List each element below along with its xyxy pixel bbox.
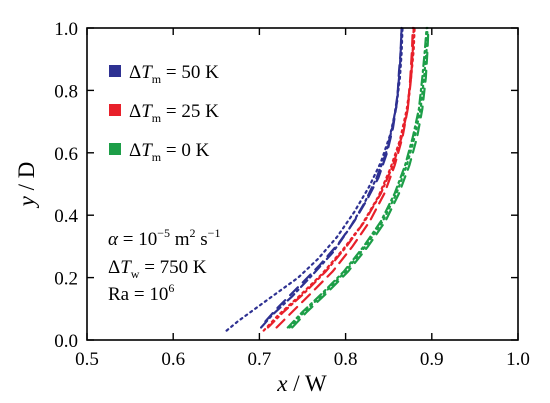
- legend-label-25k: ΔTm = 25 K: [129, 101, 219, 125]
- legend: ΔTm = 50 K ΔTm = 25 K ΔTm = 0 K: [109, 62, 219, 164]
- legend-swatch-25k: [109, 104, 121, 116]
- series-layer: [225, 26, 430, 332]
- y-tick-label: 1.0: [54, 19, 78, 40]
- x-tick-label: 0.6: [161, 349, 185, 370]
- parameter-annotations: α = 10−5 m2 s−1 ΔTw = 750 K Ra = 106: [108, 226, 220, 305]
- series-line-dtm-25k-dashdot: [266, 26, 415, 329]
- series-line-dtm-50k-dotted: [225, 26, 404, 332]
- x-tick-label: 0.8: [334, 349, 358, 370]
- y-axis-sep: /: [14, 178, 39, 196]
- annotation-alpha: α = 10−5 m2 s−1: [108, 226, 220, 250]
- y-tick-label: 0.6: [54, 144, 78, 165]
- y-tick-label: 0.4: [54, 206, 78, 227]
- series-line-dtm-0k-dotted: [288, 26, 429, 329]
- annotation-ra: Ra = 106: [108, 281, 174, 305]
- plot-frame: [86, 27, 519, 341]
- x-tick-label: 0.9: [420, 349, 444, 370]
- series-line-dtm-50k-dashdot: [260, 26, 403, 329]
- series-line-dtm-0k-dashdot: [286, 26, 428, 329]
- y-axis-var: y: [14, 195, 39, 208]
- legend-label-0k: ΔTm = 0 K: [129, 140, 210, 164]
- x-tick-label: 0.5: [75, 349, 99, 370]
- legend-swatch-50k: [109, 65, 121, 77]
- y-tick-label: 0.0: [54, 331, 78, 352]
- y-axis-label: y / D: [14, 162, 39, 209]
- series-line-dtm-50k-dashed: [264, 26, 403, 323]
- x-axis-unit: W: [305, 371, 327, 396]
- series-line-dtm-0k-dashed: [291, 26, 430, 329]
- ticks-layer: 0.5 0.6 0.7 0.8 0.9 1.0 0.0 0.2 0.4 0.6 0.8 1.0: [54, 19, 530, 370]
- x-axis-var: x: [276, 371, 288, 396]
- y-axis-unit: D: [14, 162, 39, 179]
- legend-swatch-0k: [109, 143, 121, 155]
- x-axis-label: x / W: [276, 371, 327, 396]
- series-line-dtm-25k-dotted: [262, 26, 416, 332]
- legend-label-50k: ΔTm = 50 K: [129, 62, 219, 86]
- x-tick-label: 1.0: [506, 349, 530, 370]
- x-axis-sep: /: [288, 371, 305, 396]
- x-tick-label: 0.7: [248, 349, 272, 370]
- y-tick-label: 0.2: [54, 269, 78, 290]
- annotation-delta-tw: ΔTw = 750 K: [108, 257, 207, 281]
- y-tick-label: 0.8: [54, 81, 78, 102]
- series-line-dtm-25k-dashed: [275, 26, 414, 329]
